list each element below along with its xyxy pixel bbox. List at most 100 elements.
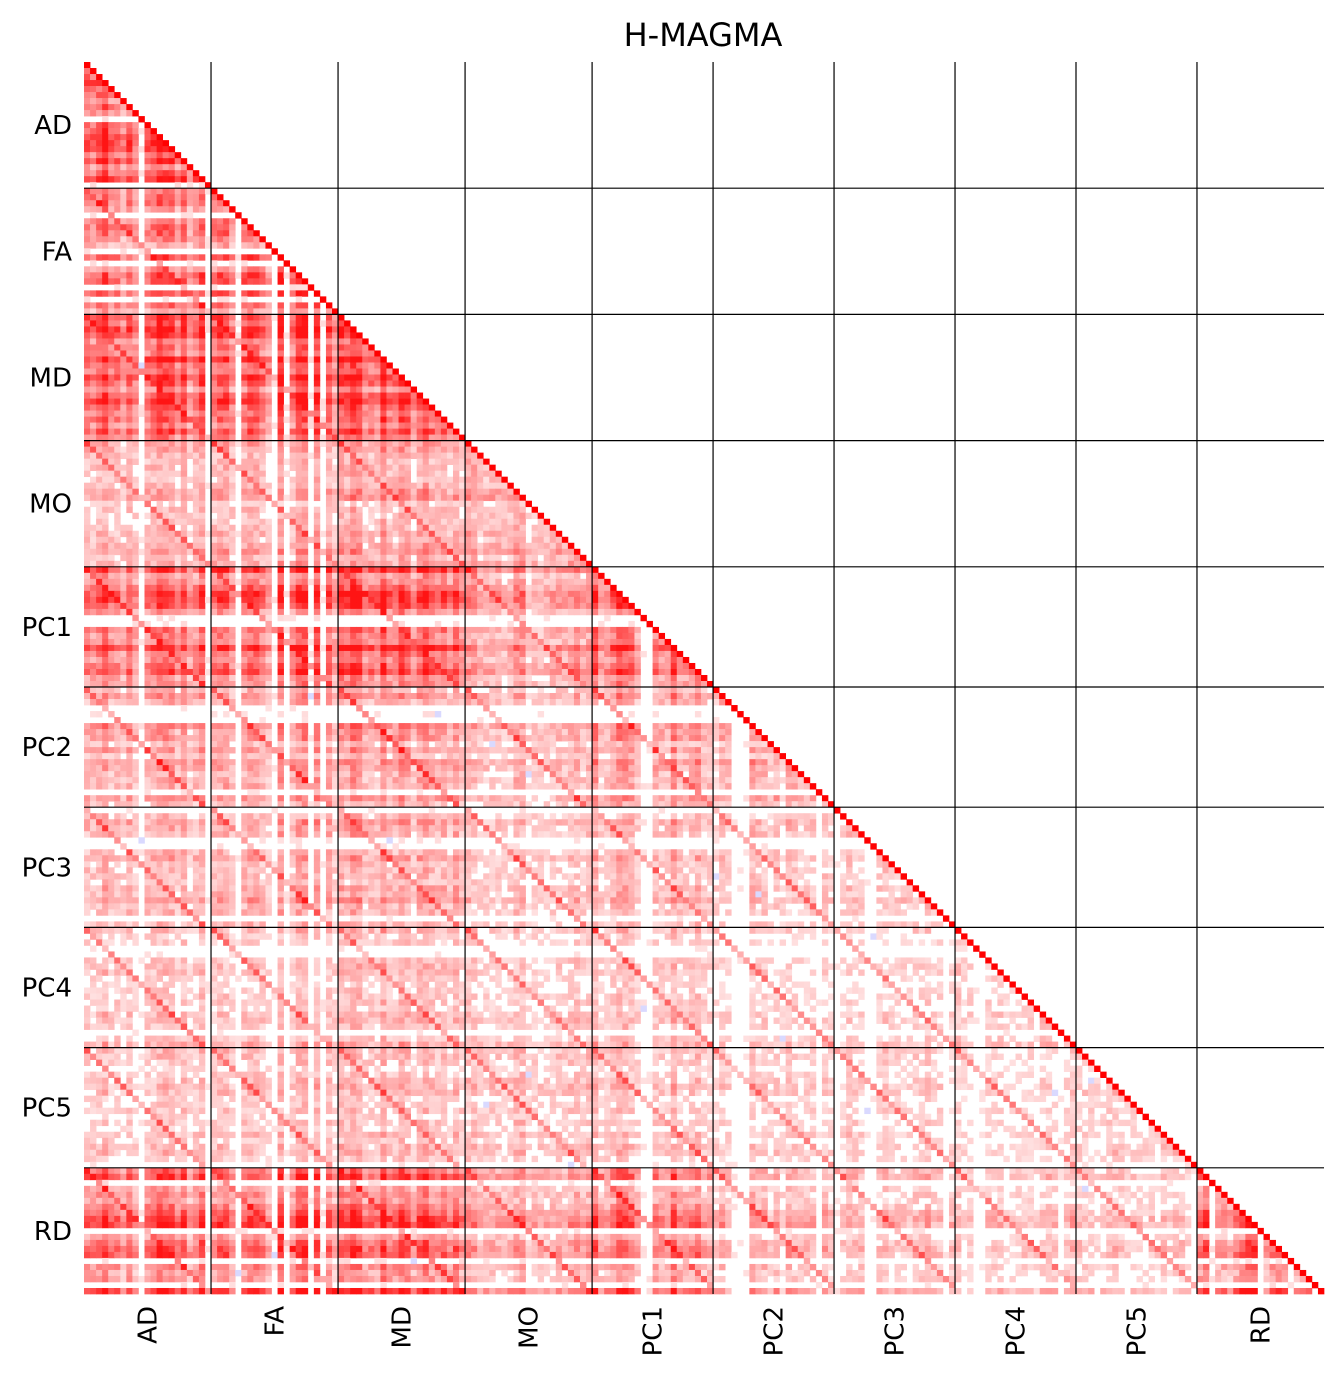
heatmap-cell: [362, 524, 369, 532]
heatmap-cell: [132, 656, 139, 664]
heatmap-cell: [531, 644, 539, 652]
heatmap-cell: [223, 470, 230, 478]
heatmap-cell: [144, 668, 151, 676]
heatmap-cell: [537, 542, 545, 550]
heatmap-cell: [350, 626, 357, 634]
heatmap-cell: [265, 687, 272, 694]
heatmap-cell: [96, 428, 103, 435]
heatmap-cell: [362, 572, 369, 580]
heatmap-cell: [543, 542, 551, 550]
heatmap-cell: [410, 608, 418, 616]
heatmap-cell: [446, 632, 454, 640]
heatmap-cell: [150, 338, 157, 345]
heatmap-cell: [350, 380, 357, 387]
heatmap-cell: [489, 675, 496, 682]
heatmap-cell: [90, 134, 97, 141]
heatmap-cell: [471, 524, 478, 532]
heatmap-cell: [658, 699, 666, 706]
heatmap-cell: [610, 632, 617, 640]
heatmap-cell: [90, 218, 97, 225]
heatmap-cell: [198, 662, 206, 670]
heatmap-cell: [192, 344, 200, 351]
heatmap-cell: [247, 518, 254, 526]
heatmap-cell: [174, 302, 182, 309]
heatmap-cell: [217, 482, 224, 490]
heatmap-cell: [344, 434, 351, 441]
heatmap-cell: [338, 446, 345, 453]
heatmap-cell: [162, 362, 170, 369]
heatmap-cell: [102, 530, 109, 538]
heatmap-cell: [217, 404, 224, 411]
heatmap-cell: [174, 206, 182, 213]
heatmap-cell: [537, 596, 545, 604]
heatmap-cell: [338, 500, 345, 508]
heatmap-cell: [229, 332, 236, 339]
heatmap-cell: [247, 278, 254, 285]
heatmap-cell: [253, 422, 260, 429]
heatmap-cell: [162, 536, 170, 544]
heatmap-cell: [217, 236, 224, 243]
heatmap-cell: [307, 410, 315, 417]
heatmap-cell: [156, 200, 163, 207]
heatmap-cell: [132, 176, 139, 183]
heatmap-cell: [483, 464, 490, 472]
heatmap-cell: [120, 584, 127, 592]
heatmap-cell: [386, 675, 393, 682]
heatmap-cell: [247, 681, 254, 688]
heatmap-cell: [471, 681, 478, 688]
heatmap-cell: [356, 428, 363, 435]
heatmap-cell: [84, 584, 91, 592]
heatmap-cell: [301, 446, 309, 453]
heatmap-cell: [120, 194, 127, 201]
heatmap-cell: [350, 344, 357, 351]
heatmap-cell: [410, 650, 418, 658]
heatmap-cell: [84, 368, 91, 375]
heatmap-cell: [386, 416, 393, 423]
heatmap-cell: [168, 446, 176, 453]
heatmap-cell: [162, 296, 170, 303]
heatmap-cell: [156, 554, 163, 562]
heatmap-cell: [253, 386, 260, 393]
heatmap-cell: [580, 608, 587, 616]
heatmap-cell: [325, 656, 333, 664]
heatmap-cell: [471, 452, 478, 459]
heatmap-cell: [90, 542, 97, 550]
heatmap-cell: [368, 602, 375, 610]
heatmap-cell: [428, 687, 436, 694]
heatmap-cell: [150, 392, 157, 399]
heatmap-cell: [398, 632, 405, 640]
heatmap-cell: [277, 470, 284, 478]
heatmap-cell: [96, 536, 103, 544]
heatmap-cell: [217, 410, 224, 417]
heatmap-cell: [217, 494, 224, 502]
heatmap-cell: [90, 374, 97, 381]
heatmap-cell: [217, 518, 224, 526]
heatmap-cell: [186, 296, 194, 303]
heatmap-cell: [374, 632, 381, 640]
heatmap-cell: [301, 284, 309, 291]
heatmap-cell: [483, 578, 490, 586]
heatmap-cell: [610, 693, 617, 700]
heatmap-cell: [211, 602, 218, 610]
heatmap-cell: [477, 650, 484, 658]
heatmap-cell: [108, 326, 115, 333]
heatmap-cell: [247, 338, 254, 345]
heatmap-cell: [495, 566, 502, 574]
heatmap-cell: [567, 542, 575, 550]
heatmap-cell: [283, 626, 291, 634]
heatmap-cell: [362, 668, 369, 676]
heatmap-cell: [108, 404, 115, 411]
heatmap-cell: [410, 584, 418, 592]
heatmap-cell: [628, 638, 635, 646]
heatmap-cell: [537, 681, 545, 688]
heatmap-cell: [180, 398, 188, 405]
heatmap-cell: [507, 668, 514, 676]
heatmap-cell: [598, 626, 605, 634]
heatmap-cell: [180, 362, 188, 369]
heatmap-cell: [217, 308, 224, 315]
heatmap-cell: [325, 464, 333, 472]
heatmap-cell: [247, 362, 254, 369]
heatmap-cell: [174, 602, 182, 610]
heatmap-cell: [440, 542, 448, 550]
heatmap-cell: [253, 266, 260, 273]
